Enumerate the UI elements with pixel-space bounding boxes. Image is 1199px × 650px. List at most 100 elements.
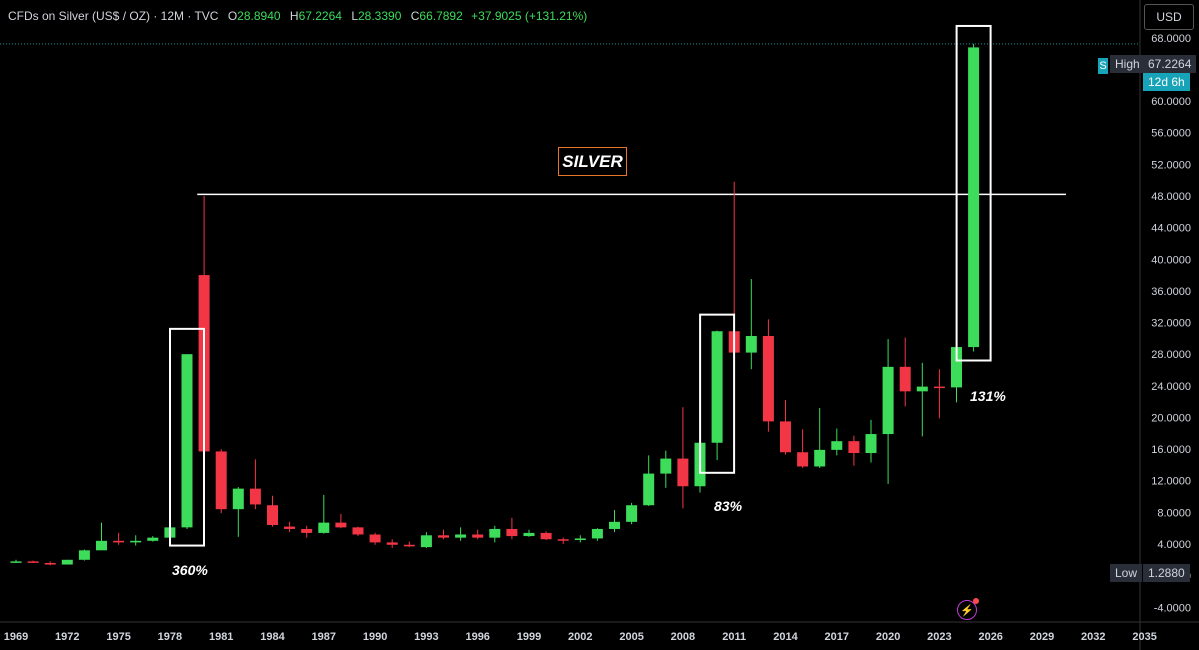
y-tick-label: 52.0000	[1151, 159, 1191, 171]
y-tick-label: 56.0000	[1151, 128, 1191, 140]
x-tick-label: 2026	[978, 631, 1002, 643]
close-value: 66.7892	[419, 9, 463, 23]
x-tick-label: 1984	[260, 631, 285, 643]
x-tick-label: 1987	[312, 631, 336, 643]
bar-countdown-timer: 12d 6h	[1143, 73, 1190, 91]
x-tick-label: 2008	[671, 631, 695, 643]
x-tick-label: 2002	[568, 631, 592, 643]
candle-body[interactable]	[232, 488, 244, 510]
highlight-box[interactable]	[699, 313, 736, 474]
x-tick-label: 1996	[465, 631, 489, 643]
candle-body[interactable]	[711, 331, 723, 443]
candle-body[interactable]	[865, 434, 877, 454]
candle-body[interactable]	[899, 366, 911, 392]
candle-body[interactable]	[762, 335, 774, 422]
candle-body[interactable]	[96, 540, 107, 551]
candle-body[interactable]	[609, 521, 620, 529]
candle-body[interactable]	[113, 540, 125, 543]
candle-body[interactable]	[386, 542, 398, 545]
y-tick-label: 20.0000	[1151, 412, 1191, 424]
low-label: L	[351, 9, 358, 23]
candle-body[interactable]	[557, 539, 569, 541]
x-tick-label: 2035	[1132, 631, 1156, 643]
candle-body[interactable]	[848, 441, 860, 454]
high-price-label: High	[1110, 55, 1145, 73]
candle-body[interactable]	[540, 532, 552, 540]
candle-body[interactable]	[147, 537, 159, 541]
candle-body[interactable]	[677, 458, 689, 487]
low-price-tag: 1.2880	[1143, 564, 1190, 582]
candle-body[interactable]	[643, 473, 655, 506]
y-tick-label: -4.0000	[1154, 602, 1191, 614]
x-tick-label: 1981	[209, 631, 233, 643]
candle-body[interactable]	[797, 452, 809, 467]
pct-annotation-1980[interactable]: 360%	[172, 562, 208, 578]
candle-body[interactable]	[267, 505, 278, 526]
candle-body[interactable]	[130, 540, 142, 543]
candle-body[interactable]	[420, 535, 432, 548]
candle-body[interactable]	[591, 528, 603, 539]
candle-body[interactable]	[523, 532, 535, 537]
candle-body[interactable]	[455, 534, 467, 538]
silver-title-annotation[interactable]: SILVER	[558, 147, 627, 176]
candle-body[interactable]	[951, 347, 962, 388]
y-tick-label: 24.0000	[1151, 381, 1191, 393]
x-tick-label: 1972	[55, 631, 79, 643]
candle-body[interactable]	[489, 528, 501, 538]
x-tick-label: 2017	[825, 631, 849, 643]
symbol-title[interactable]: CFDs on Silver (US$ / OZ) · 12M · TVC	[8, 9, 219, 23]
candle-body[interactable]	[574, 538, 586, 541]
candle-body[interactable]	[660, 458, 672, 474]
y-tick-label: 36.0000	[1151, 286, 1191, 298]
candle-body[interactable]	[882, 366, 894, 435]
candle-body[interactable]	[335, 522, 347, 528]
pct-annotation-2011[interactable]: 83%	[714, 498, 743, 514]
candle-body[interactable]	[472, 534, 484, 538]
x-tick-label: 2029	[1030, 631, 1054, 643]
candle-body[interactable]	[301, 528, 313, 533]
candle-body[interactable]	[78, 550, 90, 560]
candle-body[interactable]	[968, 47, 980, 348]
y-tick-label: 60.0000	[1151, 96, 1191, 108]
candle-body[interactable]	[249, 488, 261, 505]
y-tick-label: 68.0000	[1151, 33, 1191, 45]
candle-body[interactable]	[181, 354, 193, 528]
pct-annotation-2025[interactable]: 131%	[970, 388, 1006, 404]
highlight-box[interactable]	[169, 327, 205, 547]
candle-body[interactable]	[814, 449, 826, 467]
y-tick-label: 28.0000	[1151, 349, 1191, 361]
candle-body[interactable]	[626, 505, 638, 522]
x-tick-label: 1993	[414, 631, 438, 643]
y-tick-label: 12.0000	[1151, 476, 1191, 488]
x-tick-label: 2023	[927, 631, 951, 643]
highlight-box[interactable]	[955, 24, 992, 362]
candle-body[interactable]	[933, 386, 945, 389]
candle-body[interactable]	[215, 451, 227, 510]
x-tick-label: 1990	[363, 631, 387, 643]
candle-body[interactable]	[284, 526, 296, 529]
candle-body[interactable]	[352, 527, 364, 535]
low-price-label: Low	[1110, 564, 1143, 582]
currency-button[interactable]: USD	[1144, 4, 1194, 30]
y-tick-label: 8.0000	[1157, 507, 1191, 519]
y-tick-label: 16.0000	[1151, 444, 1191, 456]
candle-body[interactable]	[403, 544, 415, 547]
candle-body[interactable]	[506, 528, 518, 537]
candle-body[interactable]	[831, 441, 843, 450]
candle-body[interactable]	[780, 421, 791, 453]
candle-body[interactable]	[916, 386, 928, 392]
candle-body[interactable]	[27, 561, 39, 563]
x-tick-label: 2032	[1081, 631, 1105, 643]
candle-body[interactable]	[61, 559, 73, 565]
lightning-icon[interactable]: ⚡	[957, 598, 979, 620]
high-label: H	[289, 9, 299, 23]
symbol-marker: S	[1098, 58, 1108, 74]
x-tick-label: 1969	[4, 631, 28, 643]
candle-body[interactable]	[745, 335, 757, 353]
candle-body[interactable]	[438, 535, 449, 538]
candle-body[interactable]	[10, 561, 22, 563]
candle-body[interactable]	[318, 522, 330, 533]
candle-body[interactable]	[44, 562, 56, 565]
candle-body[interactable]	[369, 534, 381, 543]
